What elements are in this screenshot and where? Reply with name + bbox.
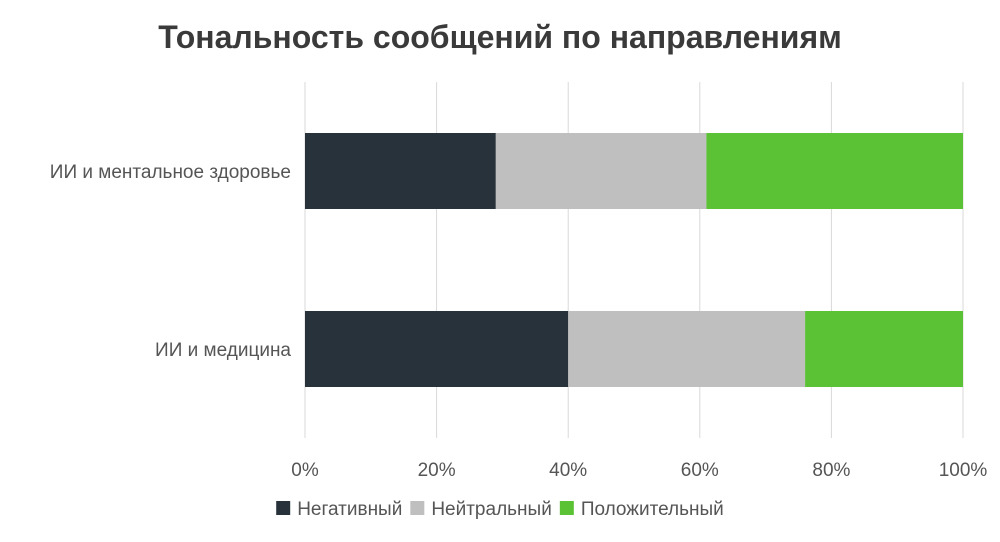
legend-label: Нейтральный — [431, 499, 552, 520]
bar-segment — [305, 311, 569, 387]
legend-item: Нейтральный — [410, 499, 552, 520]
bar-segment — [495, 133, 707, 209]
category-labels: ИИ и ментальное здоровье ИИ и медицина — [50, 162, 292, 361]
legend-item: Положительный — [559, 499, 724, 520]
x-tick-label: 0% — [291, 460, 319, 481]
legend-label: Положительный — [581, 499, 724, 520]
x-tick-label: 100% — [939, 460, 988, 481]
legend-item: Негативный — [276, 499, 402, 520]
bar-segment — [706, 133, 963, 209]
legend-swatch — [410, 501, 425, 515]
x-axis-tick-labels: 0% 20% 40% 60% 80% 100% — [291, 460, 987, 481]
bar-segment — [305, 133, 496, 209]
x-tick-label: 40% — [549, 460, 587, 481]
x-tick-label: 80% — [812, 460, 850, 481]
category-label: ИИ и ментальное здоровье — [50, 162, 291, 183]
legend-label: Негативный — [297, 499, 402, 520]
category-label: ИИ и медицина — [155, 340, 291, 361]
bar-series — [305, 133, 963, 387]
chart-title: Тональность сообщений по направлениям — [158, 19, 842, 55]
x-tick-label: 60% — [681, 460, 719, 481]
legend: Негативный Нейтральный Положительный — [276, 499, 724, 520]
legend-swatch — [276, 501, 291, 515]
bar-segment — [805, 311, 963, 387]
legend-swatch — [559, 501, 574, 515]
x-tick-label: 20% — [418, 460, 456, 481]
bar-segment — [568, 311, 806, 387]
